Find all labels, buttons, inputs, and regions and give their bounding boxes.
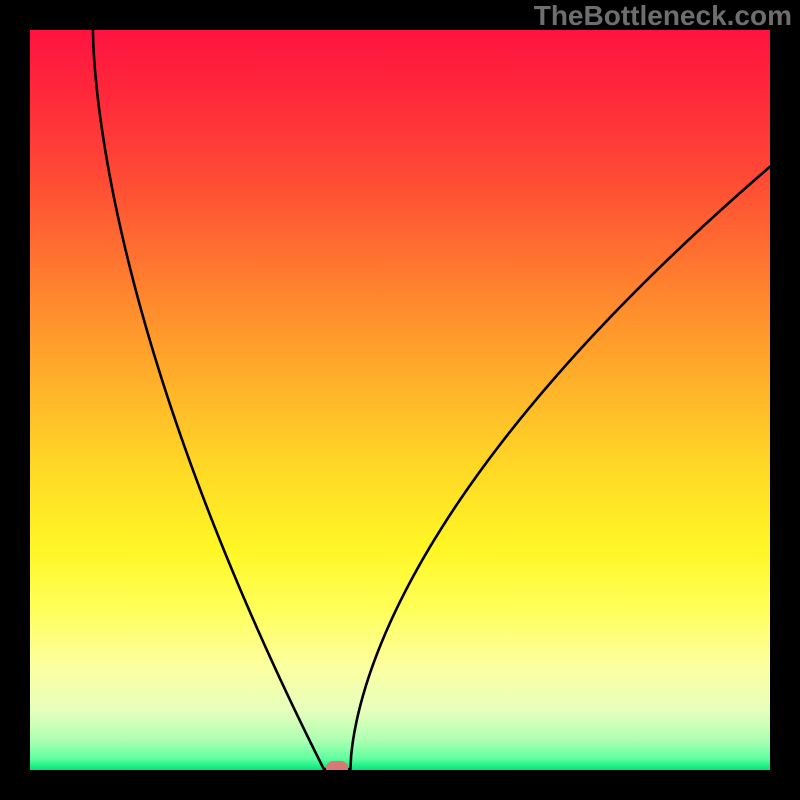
valley-marker — [326, 761, 348, 770]
watermark-text: TheBottleneck.com — [534, 0, 792, 32]
gradient-background — [30, 30, 770, 770]
chart-frame — [30, 30, 770, 770]
bottleneck-chart — [30, 30, 770, 770]
